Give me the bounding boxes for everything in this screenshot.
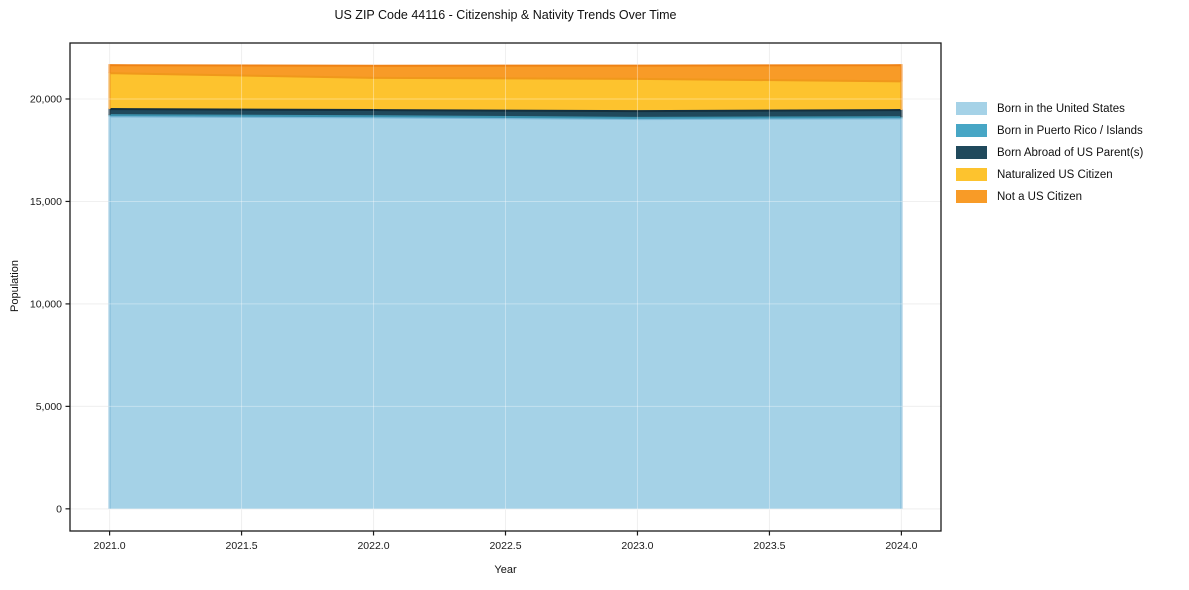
legend-label: Naturalized US Citizen [997,168,1113,181]
legend-item-not-a-us-citizen: Not a US Citizen [956,190,1143,203]
legend-swatch [956,124,987,137]
legend-swatch [956,190,987,203]
y-tick-label: 15,000 [30,196,62,208]
edge-naturalized-us-citizen [108,72,903,111]
area-born-in-the-united-states [109,116,902,509]
legend-item-born-in-puerto-rico-islands: Born in Puerto Rico / Islands [956,124,1143,137]
edge-not-a-us-citizen [108,64,903,82]
legend-label: Born Abroad of US Parent(s) [997,146,1144,159]
legend-item-born-in-the-united-states: Born in the United States [956,102,1143,115]
x-tick-label: 2023.0 [621,540,653,552]
legend: Born in the United States Born in Puerto … [956,102,1143,203]
x-tick-label: 2021.5 [225,540,257,552]
legend-swatch [956,102,987,115]
area-not-a-us-citizen [109,65,902,82]
chart-title: US ZIP Code 44116 - Citizenship & Nativi… [334,8,677,22]
y-tick-label: 0 [56,503,62,515]
x-tick-label: 2023.5 [753,540,785,552]
edge-born-in-puerto-rico-islands [108,114,903,119]
y-axis-label: Population [9,260,21,312]
legend-item-naturalized-us-citizen: Naturalized US Citizen [956,168,1143,181]
legend-label: Born in Puerto Rico / Islands [997,124,1143,137]
y-tick-label: 5,000 [36,401,62,413]
x-tick-label: 2022.5 [489,540,521,552]
x-tick-label: 2024.0 [885,540,917,552]
legend-label: Born in the United States [997,102,1125,115]
y-tick-label: 10,000 [30,298,62,310]
x-tick-label: 2021.0 [94,540,126,552]
legend-item-born-abroad-of-us-parent-s: Born Abroad of US Parent(s) [956,146,1143,159]
area-naturalized-us-citizen [109,73,902,112]
x-tick-label: 2022.0 [357,540,389,552]
x-axis-label: Year [494,564,517,576]
edge-born-abroad-of-us-parent-s [108,108,903,118]
legend-swatch [956,146,987,159]
legend-swatch [956,168,987,181]
y-tick-label: 20,000 [30,93,62,105]
edge-born-in-the-united-states [108,115,903,509]
legend-label: Not a US Citizen [997,190,1083,203]
